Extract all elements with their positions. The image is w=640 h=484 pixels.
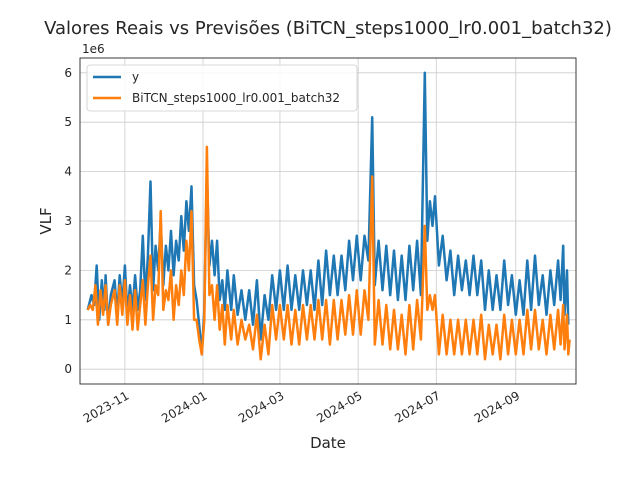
legend-box xyxy=(86,64,358,112)
plot-area xyxy=(79,57,577,385)
y-tick-label: 1 xyxy=(64,313,72,327)
y-scale-label: 1e6 xyxy=(82,42,105,56)
chart-title: Valores Reais vs Previsões (BiTCN_steps1… xyxy=(44,18,612,39)
y-tick-label: 4 xyxy=(64,165,72,179)
legend-label-bitcn: BiTCN_steps1000_lr0.001_batch32 xyxy=(132,91,340,105)
legend-label-y: y xyxy=(132,70,139,84)
series-line-y xyxy=(86,71,570,356)
series-line-bitcn xyxy=(86,145,571,361)
y-tick-label: 2 xyxy=(64,263,72,277)
y-tick-label: 0 xyxy=(64,362,72,376)
y-tick-label: 6 xyxy=(64,66,72,80)
y-tick-label: 3 xyxy=(64,214,72,228)
y-axis-label: VLF xyxy=(37,207,55,234)
y-tick-labels: 0 1 2 3 4 5 6 xyxy=(64,66,72,376)
x-axis-label: Date xyxy=(310,434,346,452)
series-lines xyxy=(86,71,571,361)
y-tick-label: 5 xyxy=(64,115,72,129)
legend: y BiTCN_steps1000_lr0.001_batch32 xyxy=(86,64,358,112)
